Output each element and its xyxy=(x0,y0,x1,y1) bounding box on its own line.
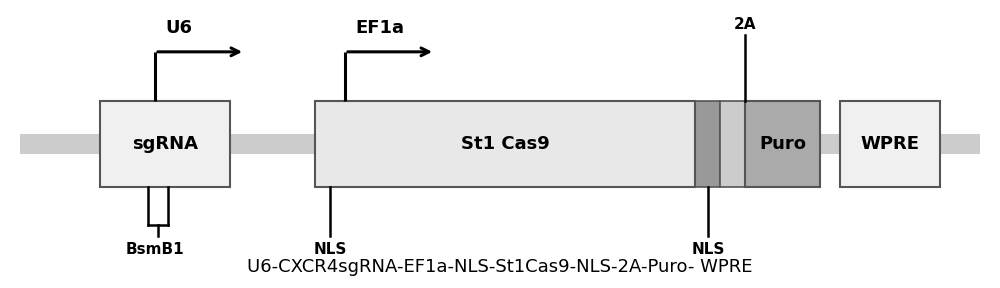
Text: NLS: NLS xyxy=(691,242,725,257)
Bar xyxy=(315,101,345,187)
Text: U6-CXCR4sgRNA-EF1a-NLS-St1Cas9-NLS-2A-Puro- WPRE: U6-CXCR4sgRNA-EF1a-NLS-St1Cas9-NLS-2A-Pu… xyxy=(247,259,753,276)
Text: U6: U6 xyxy=(165,20,192,37)
Text: sgRNA: sgRNA xyxy=(132,135,198,153)
Text: Puro: Puro xyxy=(759,135,806,153)
Bar xyxy=(100,101,230,187)
Text: 2A: 2A xyxy=(734,17,756,32)
Text: NLS: NLS xyxy=(313,242,347,257)
Bar xyxy=(695,101,720,187)
Text: EF1a: EF1a xyxy=(355,20,404,37)
Bar xyxy=(745,101,820,187)
Bar xyxy=(20,134,980,154)
Text: St1 Cas9: St1 Cas9 xyxy=(461,135,549,153)
Bar xyxy=(720,101,745,187)
Bar xyxy=(315,101,695,187)
Text: BsmB1: BsmB1 xyxy=(126,242,184,257)
Bar xyxy=(840,101,940,187)
Text: WPRE: WPRE xyxy=(860,135,920,153)
